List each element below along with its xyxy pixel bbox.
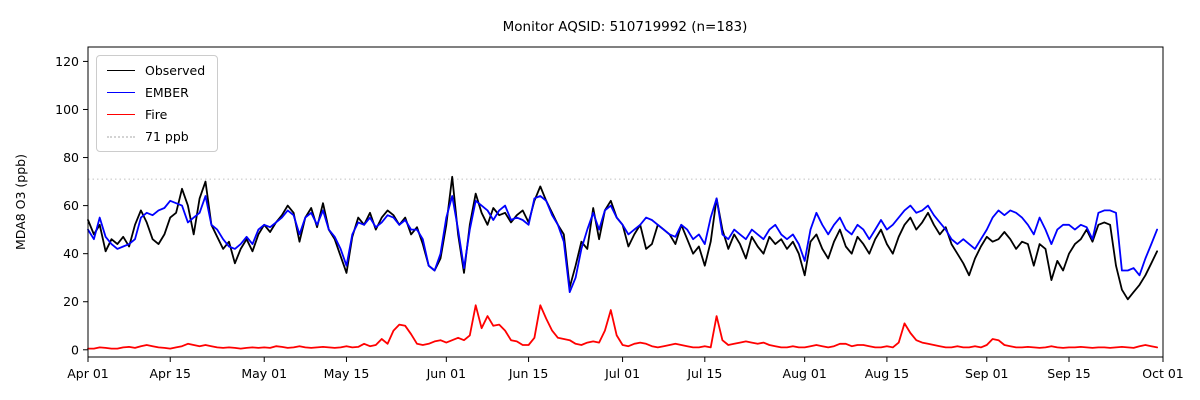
legend-label: 71 ppb [145, 129, 189, 144]
fire-line [87, 304, 1158, 350]
plot-area: 0 20 40 60 80 100 120 Apr 01 Apr 15 May 01 May 15 J… [55, 46, 1184, 381]
observed-legend-swatch [107, 70, 135, 71]
x-tick-label: Sep 01 [965, 366, 1008, 381]
x-tick-label: Aug 01 [783, 366, 827, 381]
chart-legend: Observed EMBER Fire 71 ppb [96, 55, 219, 152]
y-tick-label: 60 [63, 198, 79, 213]
x-tick-label: Jul 01 [604, 366, 640, 381]
x-tick-label: Jun 15 [508, 366, 548, 381]
legend-entry-fire: Fire [107, 107, 205, 122]
x-tick-label: Apr 01 [67, 366, 109, 381]
legend-label: Observed [145, 63, 206, 78]
x-tick-label: May 15 [324, 366, 370, 381]
y-tick-label: 40 [63, 246, 79, 261]
x-tick-label: May 01 [241, 366, 287, 381]
ember-legend-swatch [107, 92, 135, 93]
y-tick-label: 0 [71, 342, 79, 357]
y-tick-label: 100 [55, 102, 79, 117]
legend-entry-71-ppb: 71 ppb [107, 129, 205, 144]
x-tick-label: Aug 15 [865, 366, 909, 381]
71-ppb-legend-swatch [107, 135, 135, 138]
y-tick-label: 80 [63, 150, 79, 165]
legend-label: EMBER [145, 85, 189, 100]
legend-entry-observed: Observed [107, 63, 205, 78]
x-tick-label: Jul 15 [686, 366, 722, 381]
legend-entry-ember: EMBER [107, 85, 205, 100]
plot-frame [87, 46, 1164, 358]
ember-line [87, 195, 1158, 294]
y-tick-label: 120 [55, 54, 79, 69]
y-axis-label: MDA8 O3 (ppb) [13, 154, 28, 250]
legend-label: Fire [145, 107, 168, 122]
y-tick-label: 20 [63, 294, 79, 309]
x-tick-label: Jun 01 [426, 366, 466, 381]
chart-title: Monitor AQSID: 510719992 (n=183) [503, 19, 748, 35]
x-tick-label: Sep 15 [1047, 366, 1090, 381]
x-tick-label: Oct 01 [1142, 366, 1184, 381]
fire-legend-swatch [107, 114, 135, 115]
x-tick-label: Apr 15 [149, 366, 191, 381]
